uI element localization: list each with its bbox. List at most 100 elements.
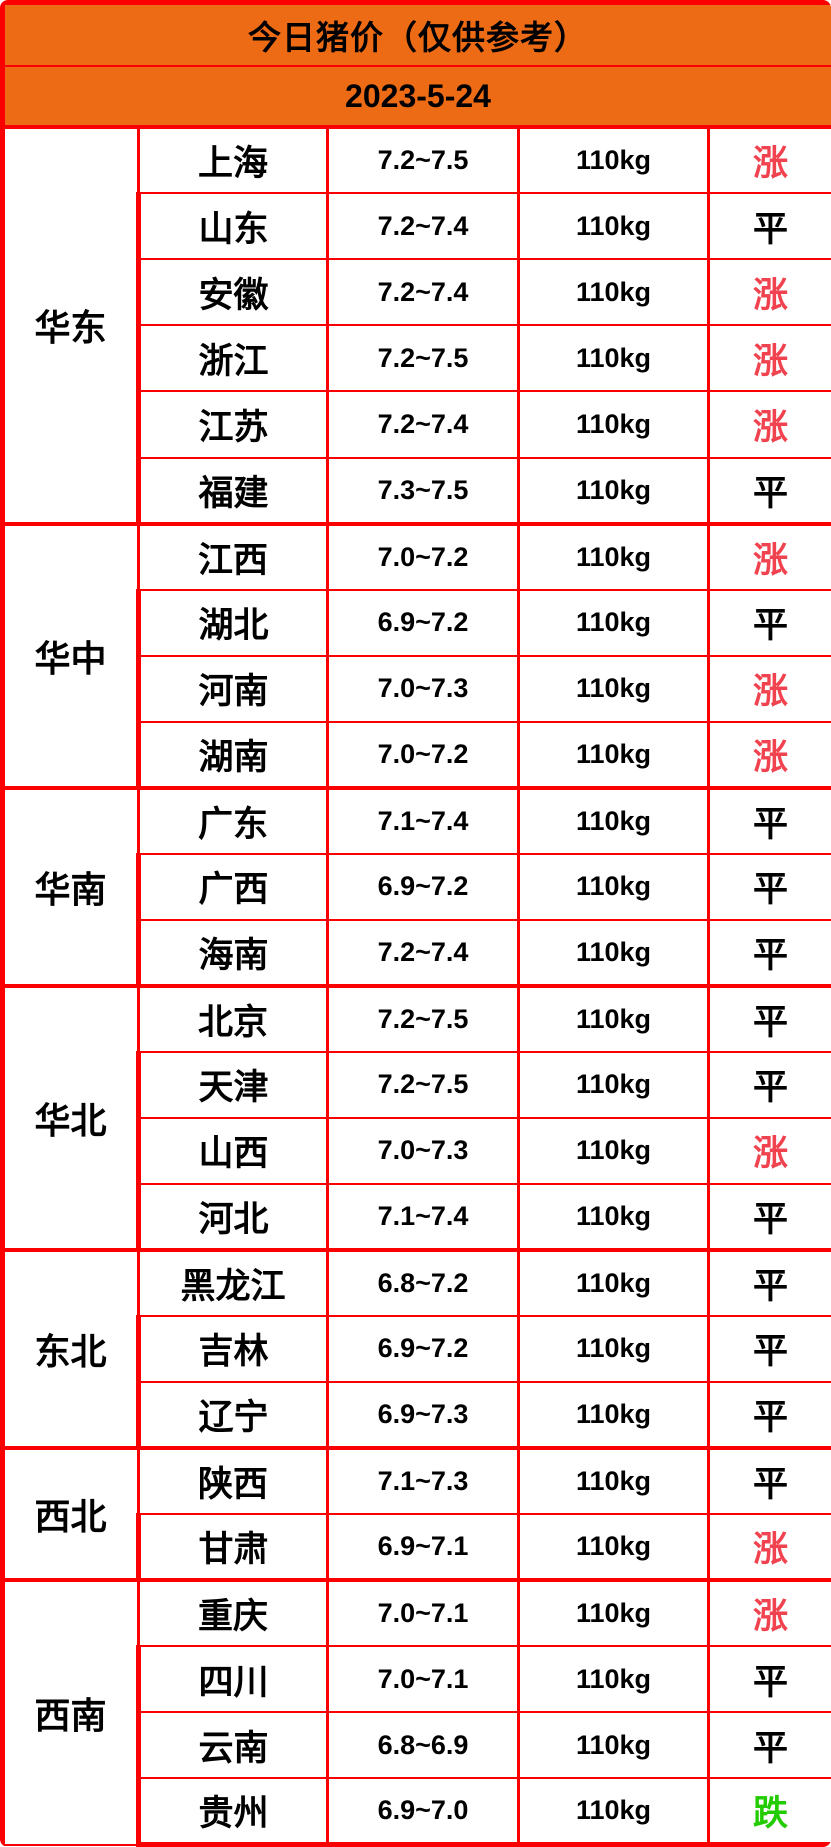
price-cell: 6.9~7.3: [326, 1380, 520, 1449]
weight-cell: 110kg: [517, 324, 710, 393]
table-row: 天津 7.2~7.5 110kg 平: [3, 1050, 831, 1119]
price-cell: 6.9~7.2: [326, 852, 520, 921]
table-row: 山东 7.2~7.4 110kg 平: [3, 192, 831, 261]
province-cell: 上海: [137, 125, 329, 195]
province-cell: 海南: [136, 918, 329, 987]
price-cell: 6.8~6.9: [326, 1711, 520, 1780]
price-cell: 7.0~7.3: [326, 1116, 520, 1185]
weight-cell: 110kg: [517, 1777, 710, 1847]
table-row: 华东 上海 7.2~7.5 110kg 涨: [0, 125, 831, 525]
province-cell: 黑龙江: [137, 1247, 329, 1317]
status-cell: 平: [707, 192, 831, 261]
table-row: 云南 6.8~6.9 110kg 平: [3, 1711, 831, 1780]
weight-cell: 110kg: [517, 1116, 710, 1185]
weight-cell: 110kg: [517, 1314, 710, 1383]
province-cell: 江西: [137, 521, 329, 591]
weight-cell: 110kg: [517, 983, 710, 1053]
table-row: 江苏 7.2~7.4 110kg 涨: [3, 390, 831, 459]
status-cell: 平: [707, 588, 831, 657]
weight-cell: 110kg: [517, 1247, 710, 1317]
table-row: 华北 北京 7.2~7.5 110kg 平: [0, 983, 831, 1251]
price-cell: 7.2~7.4: [326, 390, 520, 459]
region-cell: 华南: [0, 785, 140, 987]
region-cell: 东北: [0, 1247, 140, 1449]
price-cell: 6.8~7.2: [326, 1247, 520, 1317]
province-cell: 河南: [136, 654, 329, 723]
status-cell: 平: [707, 1050, 831, 1119]
region-cell: 华中: [0, 521, 140, 789]
date-row: 2023-5-24: [0, 65, 831, 129]
province-cell: 陕西: [137, 1445, 329, 1516]
table-date: 2023-5-24: [0, 65, 831, 129]
status-cell: 平: [707, 1445, 831, 1516]
title-row: 今日猪价（仅供参考）: [0, 0, 831, 68]
status-cell: 平: [707, 1314, 831, 1383]
province-cell: 天津: [136, 1050, 329, 1119]
weight-cell: 110kg: [517, 521, 710, 591]
province-cell: 广西: [136, 852, 329, 921]
price-cell: 7.1~7.4: [326, 785, 520, 855]
province-cell: 贵州: [136, 1777, 329, 1847]
weight-cell: 110kg: [517, 1578, 710, 1648]
price-cell: 7.3~7.5: [326, 456, 520, 525]
province-cell: 云南: [136, 1711, 329, 1780]
weight-cell: 110kg: [517, 1645, 710, 1714]
status-cell: 平: [707, 456, 831, 525]
price-cell: 7.2~7.4: [326, 258, 520, 327]
price-cell: 6.9~7.2: [326, 588, 520, 657]
province-cell: 山东: [136, 192, 329, 261]
price-cell: 7.2~7.5: [326, 1050, 520, 1119]
table-row: 浙江 7.2~7.5 110kg 涨: [3, 324, 831, 393]
price-cell: 7.0~7.3: [326, 654, 520, 723]
table-row: 河北 7.1~7.4 110kg 平: [3, 1182, 831, 1251]
status-cell: 平: [707, 1711, 831, 1780]
status-cell: 平: [707, 918, 831, 987]
weight-cell: 110kg: [517, 1380, 710, 1449]
status-cell: 跌: [707, 1777, 831, 1847]
table-row: 福建 7.3~7.5 110kg 平: [3, 456, 831, 525]
status-cell: 涨: [707, 521, 831, 591]
weight-cell: 110kg: [517, 588, 710, 657]
province-cell: 湖北: [136, 588, 329, 657]
price-cell: 7.2~7.5: [326, 983, 520, 1053]
weight-cell: 110kg: [517, 785, 710, 855]
price-cell: 7.1~7.3: [326, 1445, 520, 1516]
status-cell: 涨: [707, 1512, 831, 1582]
status-cell: 平: [707, 1247, 831, 1317]
weight-cell: 110kg: [517, 125, 710, 195]
province-cell: 辽宁: [136, 1380, 329, 1449]
table-row: 华中 江西 7.0~7.2 110kg 涨: [0, 521, 831, 789]
province-cell: 甘肃: [136, 1512, 329, 1582]
weight-cell: 110kg: [517, 852, 710, 921]
province-cell: 山西: [136, 1116, 329, 1185]
weight-cell: 110kg: [517, 1445, 710, 1516]
price-cell: 7.2~7.5: [326, 125, 520, 195]
province-cell: 河北: [136, 1182, 329, 1251]
province-cell: 四川: [136, 1645, 329, 1714]
province-cell: 江苏: [136, 390, 329, 459]
table-row: 贵州 6.9~7.0 110kg 跌: [3, 1777, 831, 1847]
province-cell: 北京: [137, 983, 329, 1053]
table-row: 广西 6.9~7.2 110kg 平: [3, 852, 831, 921]
weight-cell: 110kg: [517, 654, 710, 723]
price-cell: 7.0~7.2: [326, 521, 520, 591]
price-cell: 7.2~7.4: [326, 192, 520, 261]
province-cell: 广东: [137, 785, 329, 855]
status-cell: 涨: [707, 1116, 831, 1185]
province-cell: 安徽: [136, 258, 329, 327]
table-row: 华南 广东 7.1~7.4 110kg 平: [0, 785, 831, 987]
status-cell: 平: [707, 1645, 831, 1714]
region-cell: 华北: [0, 983, 140, 1251]
status-cell: 涨: [707, 1578, 831, 1648]
status-cell: 平: [707, 983, 831, 1053]
weight-cell: 110kg: [517, 456, 710, 525]
status-cell: 涨: [707, 125, 831, 195]
table-row: 海南 7.2~7.4 110kg 平: [3, 918, 831, 987]
weight-cell: 110kg: [517, 390, 710, 459]
table-row: 西北 陕西 7.1~7.3 110kg 平: [0, 1445, 831, 1582]
table-row: 山西 7.0~7.3 110kg 涨: [3, 1116, 831, 1185]
table-row: 西南 重庆 7.0~7.1 110kg 涨: [0, 1578, 831, 1846]
